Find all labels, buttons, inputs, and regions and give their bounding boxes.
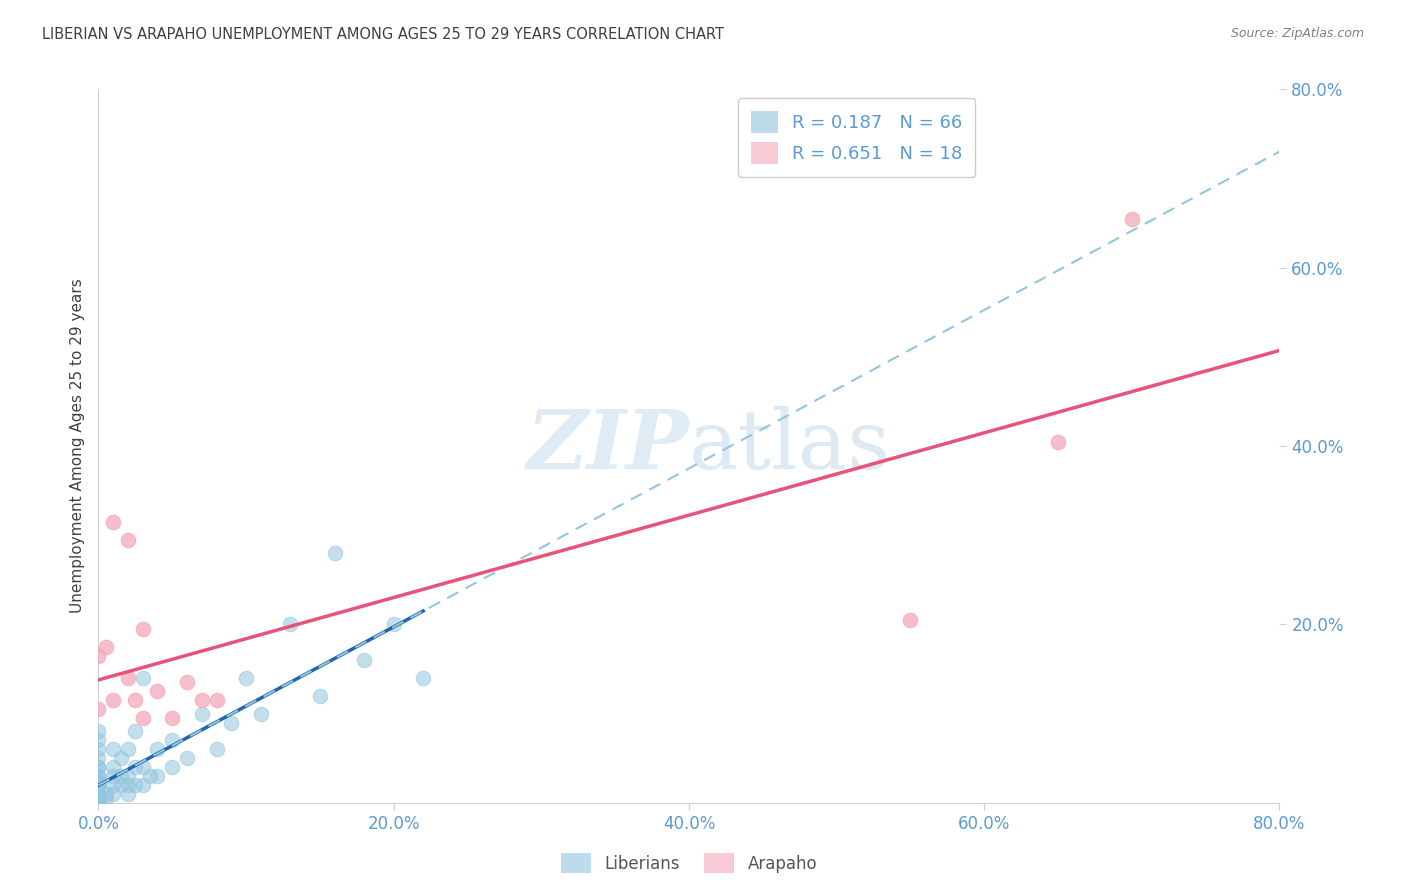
- Point: [235, 671, 257, 685]
- Point: [103, 693, 125, 707]
- Point: [191, 693, 214, 707]
- Point: [146, 684, 169, 698]
- Point: [323, 546, 346, 560]
- Point: [900, 613, 922, 627]
- Point: [87, 796, 110, 810]
- Point: [87, 796, 110, 810]
- Point: [117, 769, 139, 783]
- Point: [309, 689, 332, 703]
- Point: [278, 617, 302, 632]
- Point: [87, 796, 110, 810]
- Point: [110, 778, 132, 792]
- Point: [87, 733, 110, 747]
- Point: [87, 769, 110, 783]
- Point: [103, 515, 125, 529]
- Point: [87, 787, 110, 801]
- Point: [87, 796, 110, 810]
- Point: [176, 675, 198, 690]
- Point: [87, 778, 110, 792]
- Point: [87, 796, 110, 810]
- Point: [250, 706, 273, 721]
- Point: [117, 533, 139, 547]
- Point: [124, 760, 146, 774]
- Point: [146, 742, 169, 756]
- Point: [117, 671, 139, 685]
- Point: [1121, 211, 1143, 226]
- Point: [162, 711, 183, 725]
- Text: atlas: atlas: [689, 406, 891, 486]
- Text: Source: ZipAtlas.com: Source: ZipAtlas.com: [1230, 27, 1364, 40]
- Point: [87, 773, 110, 788]
- Point: [132, 671, 155, 685]
- Point: [191, 706, 214, 721]
- Point: [1046, 434, 1069, 449]
- Point: [132, 622, 155, 636]
- Point: [94, 640, 117, 654]
- Point: [103, 778, 125, 792]
- Point: [205, 742, 228, 756]
- Point: [110, 751, 132, 765]
- Point: [176, 751, 198, 765]
- Point: [117, 778, 139, 792]
- Point: [103, 760, 125, 774]
- Point: [219, 715, 242, 730]
- Point: [124, 724, 146, 739]
- Point: [103, 787, 125, 801]
- Legend: Liberians, Arapaho: Liberians, Arapaho: [554, 847, 824, 880]
- Point: [110, 769, 132, 783]
- Point: [87, 751, 110, 765]
- Point: [87, 796, 110, 810]
- Point: [124, 778, 146, 792]
- Point: [87, 742, 110, 756]
- Point: [87, 791, 110, 805]
- Point: [87, 778, 110, 792]
- Point: [87, 648, 110, 663]
- Text: LIBERIAN VS ARAPAHO UNEMPLOYMENT AMONG AGES 25 TO 29 YEARS CORRELATION CHART: LIBERIAN VS ARAPAHO UNEMPLOYMENT AMONG A…: [42, 27, 724, 42]
- Point: [205, 693, 228, 707]
- Point: [162, 733, 183, 747]
- Point: [87, 760, 110, 774]
- Point: [87, 796, 110, 810]
- Point: [117, 787, 139, 801]
- Point: [412, 671, 434, 685]
- Point: [87, 773, 110, 788]
- Point: [132, 778, 155, 792]
- Point: [132, 711, 155, 725]
- Point: [117, 742, 139, 756]
- Point: [87, 791, 110, 805]
- Point: [146, 769, 169, 783]
- Text: ZIP: ZIP: [526, 406, 689, 486]
- Point: [87, 778, 110, 792]
- Point: [87, 760, 110, 774]
- Point: [87, 769, 110, 783]
- Point: [139, 769, 162, 783]
- Point: [87, 702, 110, 716]
- Point: [103, 769, 125, 783]
- Point: [94, 791, 117, 805]
- Point: [103, 742, 125, 756]
- Point: [162, 760, 183, 774]
- Y-axis label: Unemployment Among Ages 25 to 29 years: Unemployment Among Ages 25 to 29 years: [69, 278, 84, 614]
- Point: [87, 787, 110, 801]
- Point: [87, 787, 110, 801]
- Point: [94, 787, 117, 801]
- Point: [382, 617, 405, 632]
- Point: [132, 760, 155, 774]
- Point: [87, 796, 110, 810]
- Point: [87, 796, 110, 810]
- Point: [124, 693, 146, 707]
- Point: [353, 653, 375, 667]
- Point: [87, 796, 110, 810]
- Point: [87, 724, 110, 739]
